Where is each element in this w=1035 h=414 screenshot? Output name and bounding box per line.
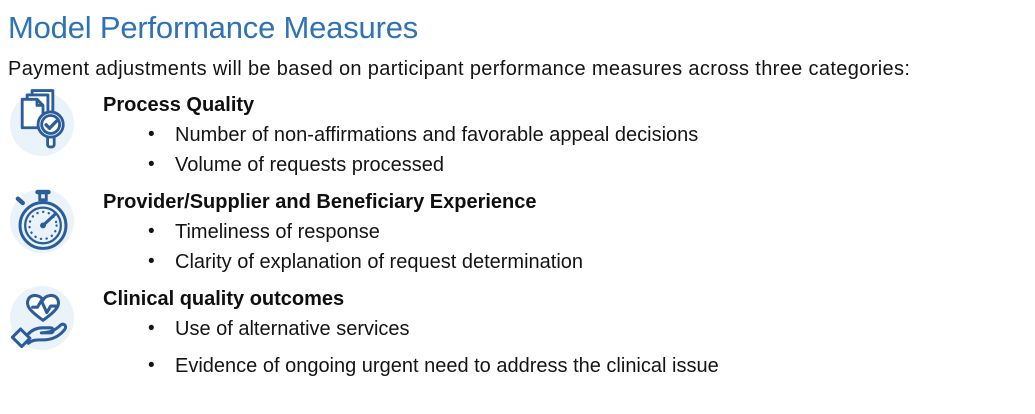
section-process-quality: Process Quality Number of non-affirmatio… <box>8 89 1035 180</box>
documents-magnifier-check-icon <box>10 89 74 156</box>
bullet-list: Timeliness of response Clarity of explan… <box>103 217 583 277</box>
bullet-item: Number of non-affirmations and favorable… <box>103 120 698 150</box>
slide: Model Performance Measures Payment adjus… <box>0 0 1035 381</box>
bullet-list: Number of non-affirmations and favorable… <box>103 120 698 180</box>
bullet-item: Evidence of ongoing urgent need to addre… <box>103 351 719 381</box>
bullet-list: Use of alternative services Evidence of … <box>103 314 719 381</box>
measure-sections: Process Quality Number of non-affirmatio… <box>8 89 1035 381</box>
page-title: Model Performance Measures <box>8 10 419 45</box>
stopwatch-icon <box>10 189 74 253</box>
section-body: Provider/Supplier and Beneficiary Experi… <box>103 187 583 277</box>
section-heading: Clinical quality outcomes <box>103 288 345 310</box>
hand-holding-heart-icon <box>10 286 74 350</box>
bullet-item: Timeliness of response <box>103 217 583 247</box>
section-clinical-quality-outcomes: Clinical quality outcomes Use of alterna… <box>8 284 1035 381</box>
bullet-item: Clarity of explanation of request determ… <box>103 247 583 277</box>
section-body: Process Quality Number of non-affirmatio… <box>103 90 698 180</box>
section-provider-beneficiary-experience: Provider/Supplier and Beneficiary Experi… <box>8 187 1035 277</box>
bullet-item: Use of alternative services <box>103 314 719 344</box>
section-heading: Provider/Supplier and Beneficiary Experi… <box>103 191 537 213</box>
section-heading: Process Quality <box>103 94 255 116</box>
section-body: Clinical quality outcomes Use of alterna… <box>103 284 719 381</box>
page-subtitle: Payment adjustments will be based on par… <box>8 58 911 80</box>
bullet-item: Volume of requests processed <box>103 150 698 180</box>
